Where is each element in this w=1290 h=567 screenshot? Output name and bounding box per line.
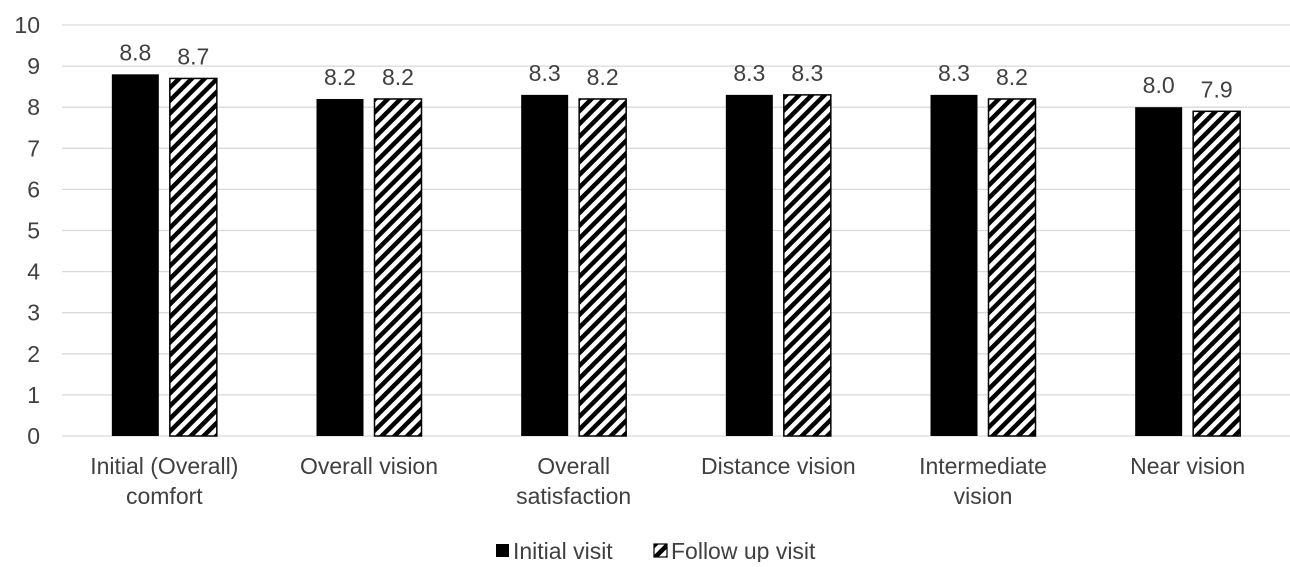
legend-swatch-follow-up-visit	[653, 543, 668, 558]
y-tick-label: 7	[27, 135, 40, 161]
x-tick-label: Intermediate	[919, 453, 1047, 479]
data-label: 8.8	[119, 39, 151, 65]
bar-follow-up-visit	[373, 98, 423, 437]
data-label: 8.0	[1143, 72, 1175, 98]
bars	[111, 74, 1241, 437]
data-label: 8.2	[324, 64, 356, 90]
y-tick-label: 9	[27, 53, 40, 79]
bar-follow-up-visit	[578, 98, 627, 437]
x-tick-label: Overall	[537, 453, 610, 479]
x-tick-label: satisfaction	[516, 483, 631, 509]
data-label: 8.2	[382, 64, 414, 90]
bar-follow-up-visit	[1192, 110, 1241, 437]
x-tick-label: Overall vision	[300, 453, 438, 479]
bar-initial-visit	[521, 94, 569, 437]
x-tick-label: vision	[954, 483, 1013, 509]
x-tick-label: Near vision	[1130, 453, 1245, 479]
data-label: 8.7	[177, 43, 209, 69]
legend: Initial visit Follow up visit	[496, 538, 816, 564]
gridlines	[62, 24, 1290, 437]
legend-label-follow-up-visit: Follow up visit	[671, 538, 816, 562]
x-tick-label: comfort	[126, 483, 203, 509]
data-label: 8.2	[996, 64, 1028, 90]
bar-initial-visit	[1135, 107, 1183, 436]
data-label: 7.9	[1201, 76, 1233, 102]
bar-follow-up-visit	[169, 77, 218, 437]
y-tick-label: 10	[14, 12, 40, 38]
y-tick-label: 0	[27, 423, 40, 449]
x-axis-category-labels: Initial (Overall) comfort Overall vision Ov…	[90, 453, 1245, 509]
data-label: 8.3	[791, 60, 823, 86]
y-tick-label: 2	[27, 341, 40, 367]
bar-initial-visit	[111, 74, 159, 436]
y-tick-label: 8	[27, 94, 40, 120]
bar-follow-up-visit	[987, 98, 1037, 437]
y-tick-label: 4	[27, 259, 40, 285]
y-tick-label: 5	[27, 218, 40, 244]
legend-swatch-initial-visit	[496, 544, 509, 557]
bar-initial-visit	[725, 94, 773, 437]
data-label: 8.3	[529, 60, 561, 86]
bar-initial-visit	[930, 94, 978, 437]
y-tick-label: 3	[27, 300, 40, 326]
data-labels: 8.8 8.7 8.2 8.2 8.3 8.2 8.3 8.3 8.3 8.2 8.0 7.9	[119, 39, 1232, 102]
y-axis-tick-labels: 0 1 2 3 4 5 6 7 8 9 10	[14, 12, 40, 449]
bar-follow-up-visit	[783, 94, 832, 437]
data-label: 8.2	[587, 64, 619, 90]
x-tick-label: Initial (Overall)	[90, 453, 238, 479]
legend-label-initial-visit: Initial visit	[513, 538, 613, 562]
data-label: 8.3	[938, 60, 970, 86]
bar-initial-visit	[316, 98, 364, 436]
data-label: 8.3	[733, 60, 765, 86]
y-tick-label: 1	[27, 382, 40, 408]
x-tick-label: Distance vision	[701, 453, 856, 479]
y-tick-label: 6	[27, 176, 40, 202]
